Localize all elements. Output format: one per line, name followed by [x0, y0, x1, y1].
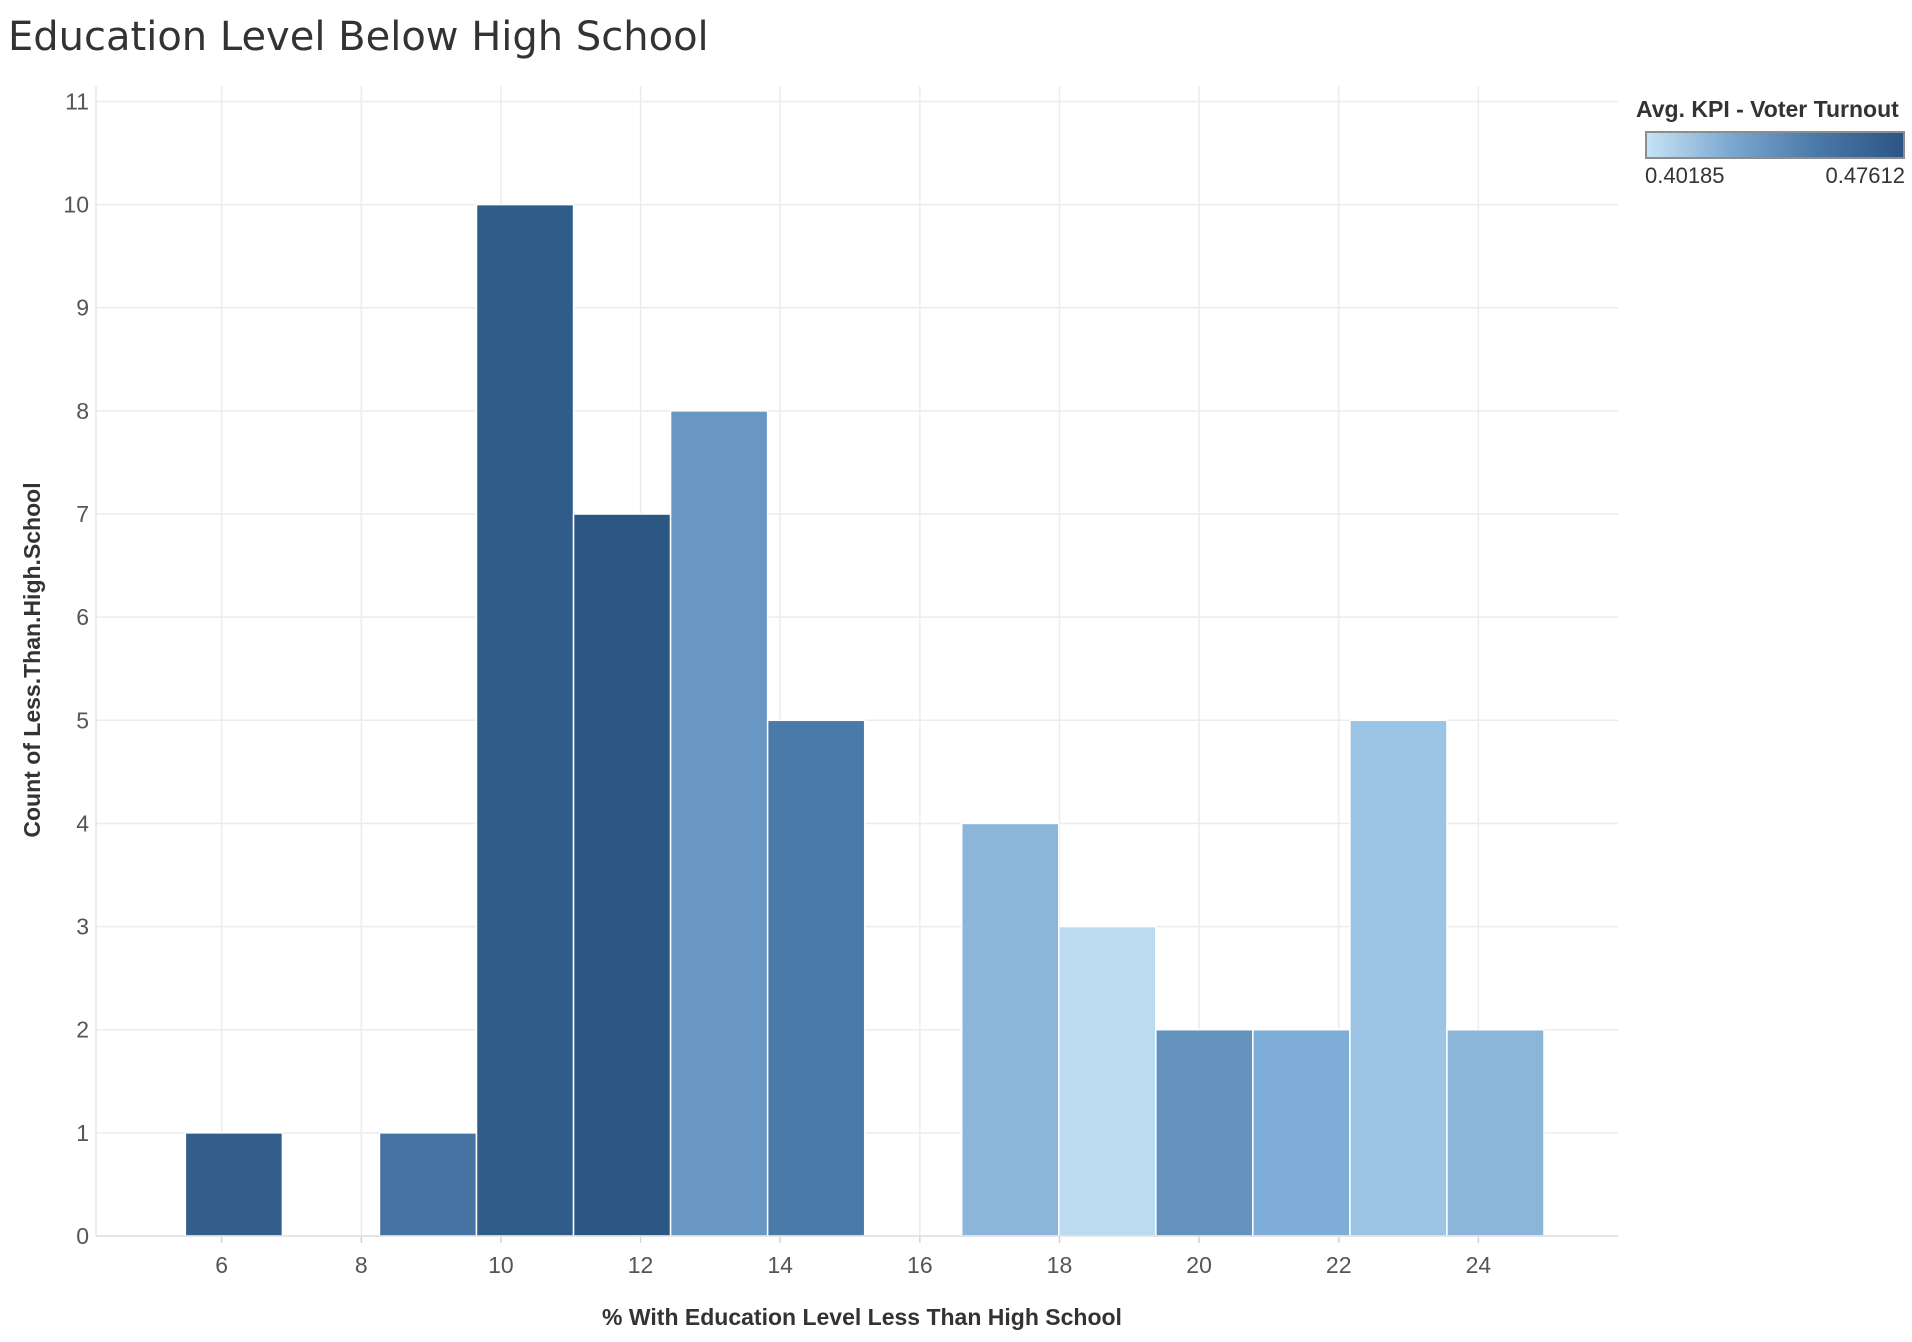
x-tick-label: 18	[1047, 1252, 1073, 1278]
y-tick-label: 1	[76, 1120, 89, 1146]
x-tick-label: 8	[355, 1252, 368, 1278]
y-tick-label: 0	[76, 1223, 89, 1249]
y-tick-label: 8	[76, 398, 89, 424]
color-legend: Avg. KPI - Voter Turnout 0.40185 0.47612	[1636, 96, 1912, 193]
histogram-bar	[184, 1132, 284, 1237]
x-tick-label: 14	[767, 1252, 793, 1278]
y-tick-label: 6	[76, 604, 89, 630]
legend-min-label: 0.40185	[1645, 163, 1725, 188]
y-tick-label: 4	[76, 810, 89, 836]
histogram-bar	[1252, 1028, 1351, 1237]
x-tick-label: 24	[1466, 1252, 1492, 1278]
histogram-bar	[378, 1132, 478, 1237]
y-tick-label: 11	[65, 88, 89, 114]
y-tick-label: 5	[76, 707, 89, 733]
legend-color-ramp	[1645, 131, 1905, 159]
legend-max-label: 0.47612	[1825, 163, 1905, 188]
x-axis-label: % With Education Level Less Than High Sc…	[602, 1304, 1122, 1330]
histogram-bar	[1058, 925, 1157, 1237]
x-tick-label: 10	[488, 1252, 514, 1278]
y-axis-label: Count of Less.Than.High.School	[19, 482, 45, 837]
y-tick-label: 2	[76, 1017, 89, 1043]
chart-title: Education Level Below High School	[8, 14, 709, 60]
y-tick-label: 7	[76, 501, 89, 527]
x-tick-label: 6	[215, 1252, 228, 1278]
x-tick-label: 16	[907, 1252, 933, 1278]
x-tick-label: 12	[628, 1252, 654, 1278]
histogram-bar	[669, 410, 769, 1237]
x-tick-label: 22	[1326, 1252, 1352, 1278]
histogram-bar	[1446, 1028, 1545, 1237]
x-tick-label: 20	[1186, 1252, 1212, 1278]
histogram-bar	[1155, 1028, 1254, 1237]
histogram-bar	[1349, 719, 1448, 1237]
histogram-bar	[572, 513, 672, 1237]
histogram-bar	[960, 822, 1060, 1237]
y-tick-label: 9	[76, 295, 89, 321]
y-tick-label: 3	[76, 914, 89, 940]
legend-title: Avg. KPI - Voter Turnout	[1636, 96, 1899, 122]
legend-labels: 0.40185 0.47612	[1645, 163, 1905, 193]
histogram-bar	[766, 719, 866, 1237]
histogram-bar	[475, 203, 575, 1237]
y-tick-label: 10	[63, 192, 89, 218]
